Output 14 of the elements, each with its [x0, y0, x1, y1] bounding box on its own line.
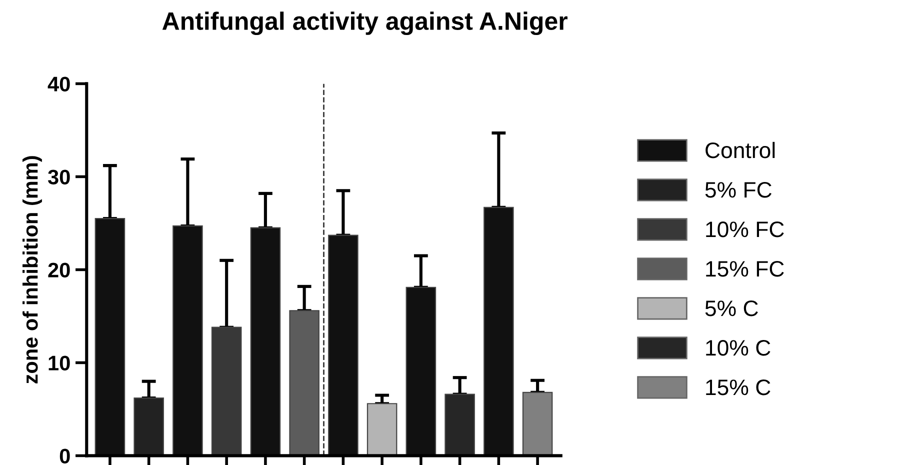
y-tick-label: 10	[48, 356, 70, 370]
y-tick-label: 0	[60, 448, 70, 464]
chart-title: Antifungal activity against A.Niger	[162, 12, 568, 36]
y-tick-label: 30	[48, 170, 70, 184]
legend-label: 10% C	[706, 340, 770, 356]
legend-label: Control	[706, 142, 775, 158]
y-tick-label: 20	[48, 262, 70, 278]
y-tick-label: 40	[48, 76, 70, 92]
y-axis-title: zone of inhibition (mm)	[22, 156, 42, 384]
legend-label: 15% C	[706, 379, 770, 396]
legend-label: 5% C	[705, 300, 758, 316]
legend-label: 10% FC	[706, 221, 784, 238]
legend-label: 5% FC	[705, 182, 772, 198]
legend-label: 15% FC	[706, 260, 784, 277]
